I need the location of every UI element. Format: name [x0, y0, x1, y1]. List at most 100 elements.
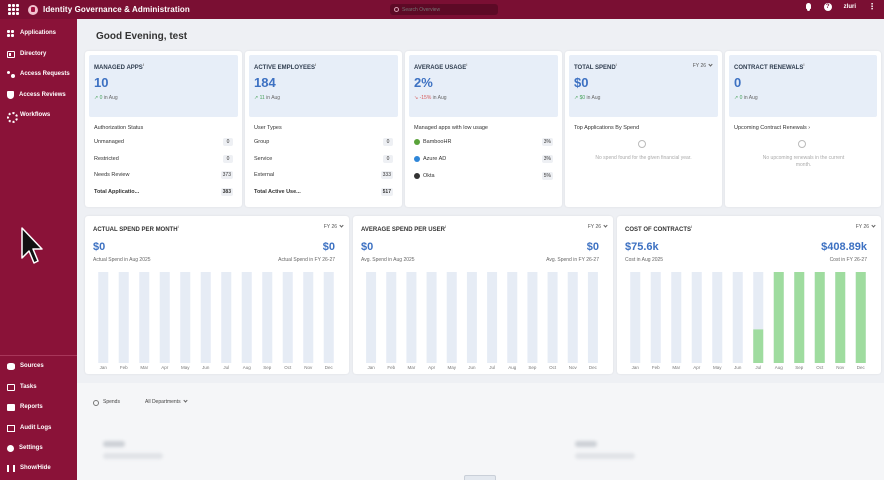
total-spend-card[interactable]: TOTAL SPENDi FY 26 $0 ↗ $0 in Aug Top Ap… — [565, 51, 722, 207]
bar-track — [466, 272, 477, 363]
sidebar-item-label: Settings — [19, 445, 43, 451]
azure-ad-icon — [414, 156, 420, 162]
list-item[interactable]: Okta 5% — [414, 171, 553, 181]
kpi-delta: ↗ 11 in Aug — [254, 95, 281, 101]
section-title: User Types — [254, 125, 282, 131]
sidebar-item-sources[interactable]: Sources — [0, 359, 77, 373]
sidebar-item-label: Workflows — [20, 112, 51, 118]
chart-bar[interactable] — [835, 272, 846, 363]
x-tick-label: Feb — [387, 365, 395, 370]
main-content: Good Evening, test MANAGED APPSi 10 ↗ 0 … — [77, 19, 884, 480]
clock-icon — [798, 140, 806, 148]
mouse-cursor-icon — [21, 227, 43, 264]
reports-icon — [7, 403, 15, 411]
x-tick-label: May — [713, 365, 722, 370]
x-tick-label: Oct — [549, 365, 557, 370]
sidebar-item-workflows[interactable]: Workflows — [0, 108, 77, 123]
list-item[interactable]: Needs Review 373 — [94, 171, 233, 179]
x-tick-label: Aug — [243, 365, 252, 370]
sidebar-item-tasks[interactable]: Tasks — [0, 380, 77, 394]
actual-spend-chart-card[interactable]: ACTUAL SPEND PER MONTHi FY 26 $0 Actual … — [85, 216, 349, 374]
search-box[interactable] — [390, 4, 498, 15]
chart-bar[interactable] — [773, 272, 784, 363]
cost-of-contracts-chart-card[interactable]: COST OF CONTRACTSi FY 26 $75.6k Cost in … — [617, 216, 881, 374]
list-item[interactable]: Restricted 0 — [94, 154, 233, 164]
sidebar-item-access-reviews[interactable]: Access Reviews — [0, 88, 77, 102]
chart-bar[interactable] — [855, 272, 866, 363]
x-tick-label: May — [181, 365, 190, 370]
bar-track — [139, 272, 150, 363]
avg-spend-chart-card[interactable]: AVERAGE SPEND PER USERi FY 26 $0 Avg. Sp… — [353, 216, 613, 374]
fy-selector[interactable]: FY 26 — [856, 223, 876, 230]
list-item[interactable]: Unmanaged 0 — [94, 137, 233, 147]
more-options-icon[interactable]: ⋮ — [868, 2, 876, 11]
sidebar-item-label: Sources — [20, 363, 44, 369]
spends-section: Spends All Departments — [77, 383, 884, 480]
left-metric-label: Avg. Spend in Aug 2025 — [361, 257, 415, 263]
kpi-label: AVERAGE USAGEi — [414, 62, 468, 71]
fy-selector[interactable]: FY 26 — [693, 62, 713, 69]
blurred-placeholder — [575, 453, 635, 459]
list-item-total[interactable]: Total Active Use... 517 — [254, 188, 393, 196]
kpi-panel: ACTIVE EMPLOYEESi 184 ↗ 11 in Aug — [249, 55, 398, 117]
list-item[interactable]: Group 0 — [254, 137, 393, 147]
bar-track — [118, 272, 129, 363]
search-input[interactable] — [402, 6, 497, 13]
sidebar-item-audit-logs[interactable]: Audit Logs — [0, 421, 77, 435]
chevron-down-icon — [708, 62, 713, 67]
contract-renewals-card[interactable]: CONTRACT RENEWALSi 0 ↗ 0 in Aug Upcoming… — [725, 51, 881, 207]
fy-selector[interactable]: FY 26 — [588, 223, 608, 230]
left-metric-value: $0 — [361, 241, 374, 253]
department-filter[interactable]: All Departments — [145, 398, 188, 405]
active-employees-card[interactable]: ACTIVE EMPLOYEESi 184 ↗ 11 in Aug User T… — [245, 51, 402, 207]
search-icon — [394, 7, 399, 12]
cost-of-contracts-bar-chart: Jan Feb Mar Apr May Jun Jul Aug Sep Oct Nov Dec — [630, 272, 866, 370]
bar-track — [650, 272, 661, 363]
kpi-value: 184 — [254, 75, 276, 90]
blurred-placeholder — [575, 441, 597, 447]
x-tick-label: Nov — [836, 365, 845, 370]
sidebar-item-label: Directory — [20, 51, 47, 57]
kpi-value: 10 — [94, 75, 109, 90]
list-item-total[interactable]: Total Applicatio... 383 — [94, 188, 233, 196]
chart-bar[interactable] — [794, 272, 805, 363]
sidebar-divider — [0, 355, 77, 356]
chart-bar[interactable] — [814, 272, 825, 363]
x-tick-label: Jan — [100, 365, 108, 370]
show-hide-icon — [7, 464, 15, 472]
x-tick-label: Dec — [589, 365, 598, 370]
blurred-placeholder — [103, 441, 125, 447]
x-tick-label: Jun — [734, 365, 742, 370]
help-icon[interactable]: ? — [823, 3, 832, 11]
actual-spend-bar-chart: Jan Feb Mar Apr May Jun Jul Aug Sep Oct Nov Dec — [98, 272, 334, 370]
app-launcher-icon[interactable] — [6, 3, 20, 17]
sidebar-item-reports[interactable]: Reports — [0, 400, 77, 414]
bar-track — [262, 272, 273, 363]
bar-track — [732, 272, 743, 363]
sidebar-item-access-requests[interactable]: Access Requests — [0, 67, 77, 81]
x-tick-label: Apr — [428, 365, 436, 370]
user-menu[interactable]: zluri — [843, 4, 856, 10]
sidebar-item-show-hide[interactable]: Show/Hide — [0, 461, 77, 475]
chart-bar[interactable] — [753, 329, 764, 363]
kpi-value: $0 — [574, 75, 589, 90]
notifications-icon[interactable] — [805, 3, 812, 11]
list-item[interactable]: External 333 — [254, 171, 393, 179]
list-item[interactable]: BambooHR 3% — [414, 137, 553, 147]
sidebar-item-applications[interactable]: Applications — [0, 26, 77, 40]
list-item[interactable]: Azure AD 3% — [414, 154, 553, 164]
sidebar-item-label: Reports — [20, 404, 43, 410]
x-tick-label: Jul — [755, 365, 761, 370]
list-item[interactable]: Service 0 — [254, 154, 393, 164]
x-tick-label: Jan — [367, 365, 375, 370]
managed-apps-card[interactable]: MANAGED APPSi 10 ↗ 0 in Aug Authorizatio… — [85, 51, 242, 207]
fy-selector[interactable]: FY 26 — [324, 223, 344, 230]
x-tick-label: Jun — [202, 365, 210, 370]
x-tick-label: Mar — [408, 365, 416, 370]
bar-track — [159, 272, 170, 363]
average-usage-card[interactable]: AVERAGE USAGEi 2% ↘ -15% in Aug Managed … — [405, 51, 562, 207]
sidebar-item-settings[interactable]: Settings — [0, 441, 77, 455]
bar-track — [406, 272, 417, 363]
x-tick-label: Dec — [325, 365, 334, 370]
sidebar-item-directory[interactable]: Directory — [0, 47, 77, 61]
